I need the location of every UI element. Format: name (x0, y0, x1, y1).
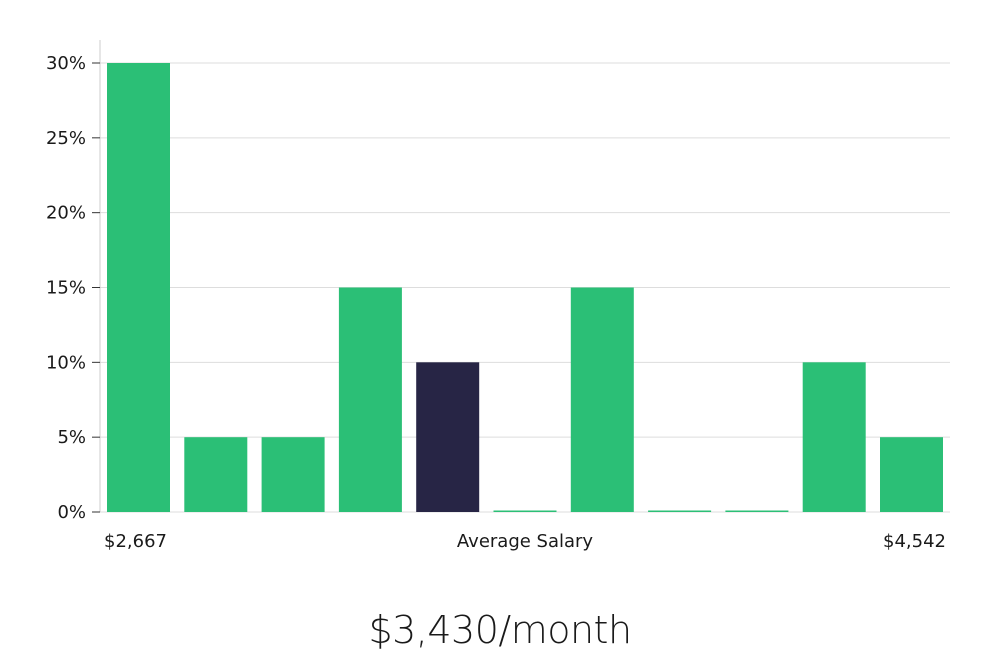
bar (802, 362, 866, 512)
y-tick-label: 15% (46, 278, 86, 299)
bars (107, 63, 943, 512)
bar (107, 63, 170, 512)
y-tick-label: 25% (46, 128, 86, 149)
y-tick-label: 5% (57, 427, 86, 448)
x-axis-title: Average Salary (457, 531, 594, 552)
x-label-min: $2,667 (104, 531, 167, 552)
bar (184, 437, 248, 512)
bar (880, 437, 943, 512)
average-salary-value: $3,430/month (368, 608, 632, 652)
bar (648, 510, 712, 512)
bar-highlight (416, 362, 480, 512)
bar (493, 510, 557, 512)
y-axis: 0% 5% 10% 15% 20% 25% 30% (46, 40, 101, 523)
bar (261, 437, 325, 512)
gridlines (100, 62, 950, 513)
bar (570, 287, 634, 512)
y-tick-label: 30% (46, 53, 86, 74)
salary-histogram: 0% 5% 10% 15% 20% 25% 30% $2,667 Average Salar… (46, 40, 950, 552)
x-label-max: $4,542 (883, 531, 946, 552)
y-tick-label: 20% (46, 203, 86, 224)
bar (725, 510, 789, 512)
y-tick-label: 0% (57, 502, 86, 523)
bar (338, 287, 402, 512)
y-tick-label: 10% (46, 352, 86, 373)
